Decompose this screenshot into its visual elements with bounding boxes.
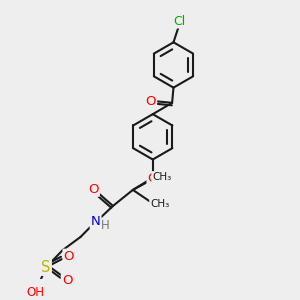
- Text: CH₃: CH₃: [152, 172, 172, 182]
- Text: O: O: [146, 95, 156, 108]
- Text: O: O: [88, 183, 99, 196]
- Text: OH: OH: [26, 286, 44, 299]
- Text: O: O: [64, 250, 74, 263]
- Text: O: O: [62, 274, 72, 287]
- Text: H: H: [101, 219, 110, 232]
- Text: O: O: [148, 172, 158, 185]
- Text: N: N: [91, 215, 100, 228]
- Text: Cl: Cl: [174, 14, 186, 28]
- Text: S: S: [41, 260, 51, 275]
- Text: CH₃: CH₃: [150, 199, 169, 209]
